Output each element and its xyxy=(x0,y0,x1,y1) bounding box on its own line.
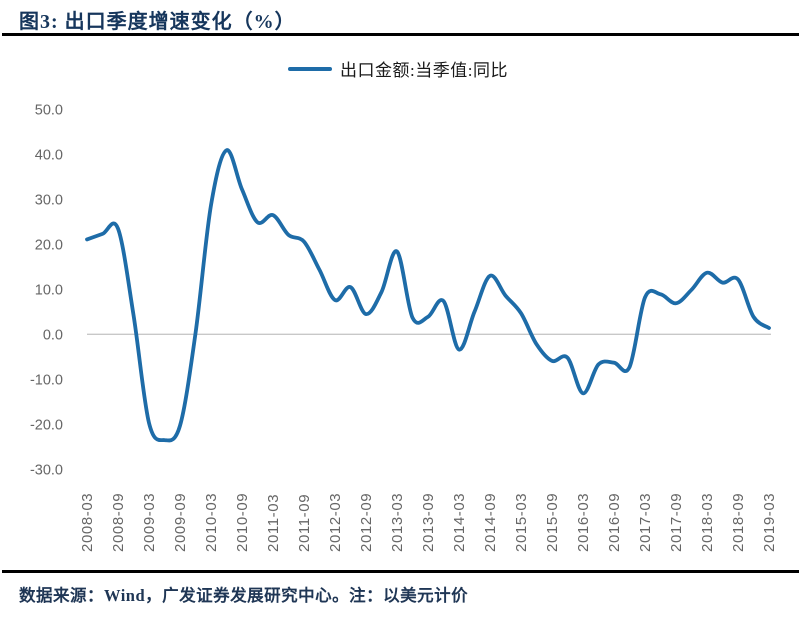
x-tick-label: 2014-09 xyxy=(482,493,499,552)
y-tick-label: 30.0 xyxy=(35,192,63,208)
x-tick-label: 2013-09 xyxy=(420,493,437,552)
figure-title: 图3: 出口季度增速变化（%） xyxy=(19,11,296,33)
y-tick-label: -30.0 xyxy=(30,462,63,478)
y-tick-label: -20.0 xyxy=(30,417,63,433)
x-tick-label: 2018-03 xyxy=(699,493,716,552)
chart-legend: 出口金额:当季值:同比 xyxy=(288,56,508,81)
x-tick-label: 2018-09 xyxy=(730,493,747,552)
x-tick-label: 2009-03 xyxy=(141,493,158,552)
x-tick-label: 2008-09 xyxy=(110,493,127,552)
x-tick-label: 2008-03 xyxy=(79,493,96,552)
x-tick-label: 2015-09 xyxy=(544,493,561,552)
y-tick-label: 40.0 xyxy=(35,147,63,163)
x-tick-label: 2011-03 xyxy=(265,494,282,552)
x-tick-label: 2012-03 xyxy=(327,493,344,552)
x-tick-label: 2015-03 xyxy=(513,493,530,552)
x-tick-label: 2016-03 xyxy=(575,493,592,552)
x-tick-label: 2017-09 xyxy=(668,493,685,552)
x-tick-label: 2019-03 xyxy=(761,493,778,552)
legend-line-swatch xyxy=(288,66,332,71)
y-tick-label: 20.0 xyxy=(35,237,63,253)
y-tick-label: 50.0 xyxy=(35,102,63,118)
source-note: 数据来源：Wind，广发证券发展研究中心。注：以美元计价 xyxy=(19,586,469,605)
x-tick-label: 2016-09 xyxy=(606,493,623,552)
legend-label: 出口金额:当季值:同比 xyxy=(340,61,508,80)
x-tick-label: 2009-09 xyxy=(172,493,189,552)
x-tick-label: 2011-09 xyxy=(296,494,313,552)
x-tick-label: 2014-03 xyxy=(451,493,468,552)
y-tick-label: -10.0 xyxy=(30,372,63,388)
x-tick-label: 2012-09 xyxy=(358,493,375,552)
footer-rule xyxy=(2,570,799,573)
x-tick-label: 2017-03 xyxy=(637,493,654,552)
x-tick-label: 2010-03 xyxy=(203,493,220,552)
series-line xyxy=(85,148,771,443)
y-tick-label: 0.0 xyxy=(43,327,63,343)
title-rule xyxy=(2,33,799,36)
x-tick-label: 2013-03 xyxy=(389,493,406,552)
y-tick-label: 10.0 xyxy=(35,282,63,298)
x-tick-label: 2010-09 xyxy=(234,493,251,552)
